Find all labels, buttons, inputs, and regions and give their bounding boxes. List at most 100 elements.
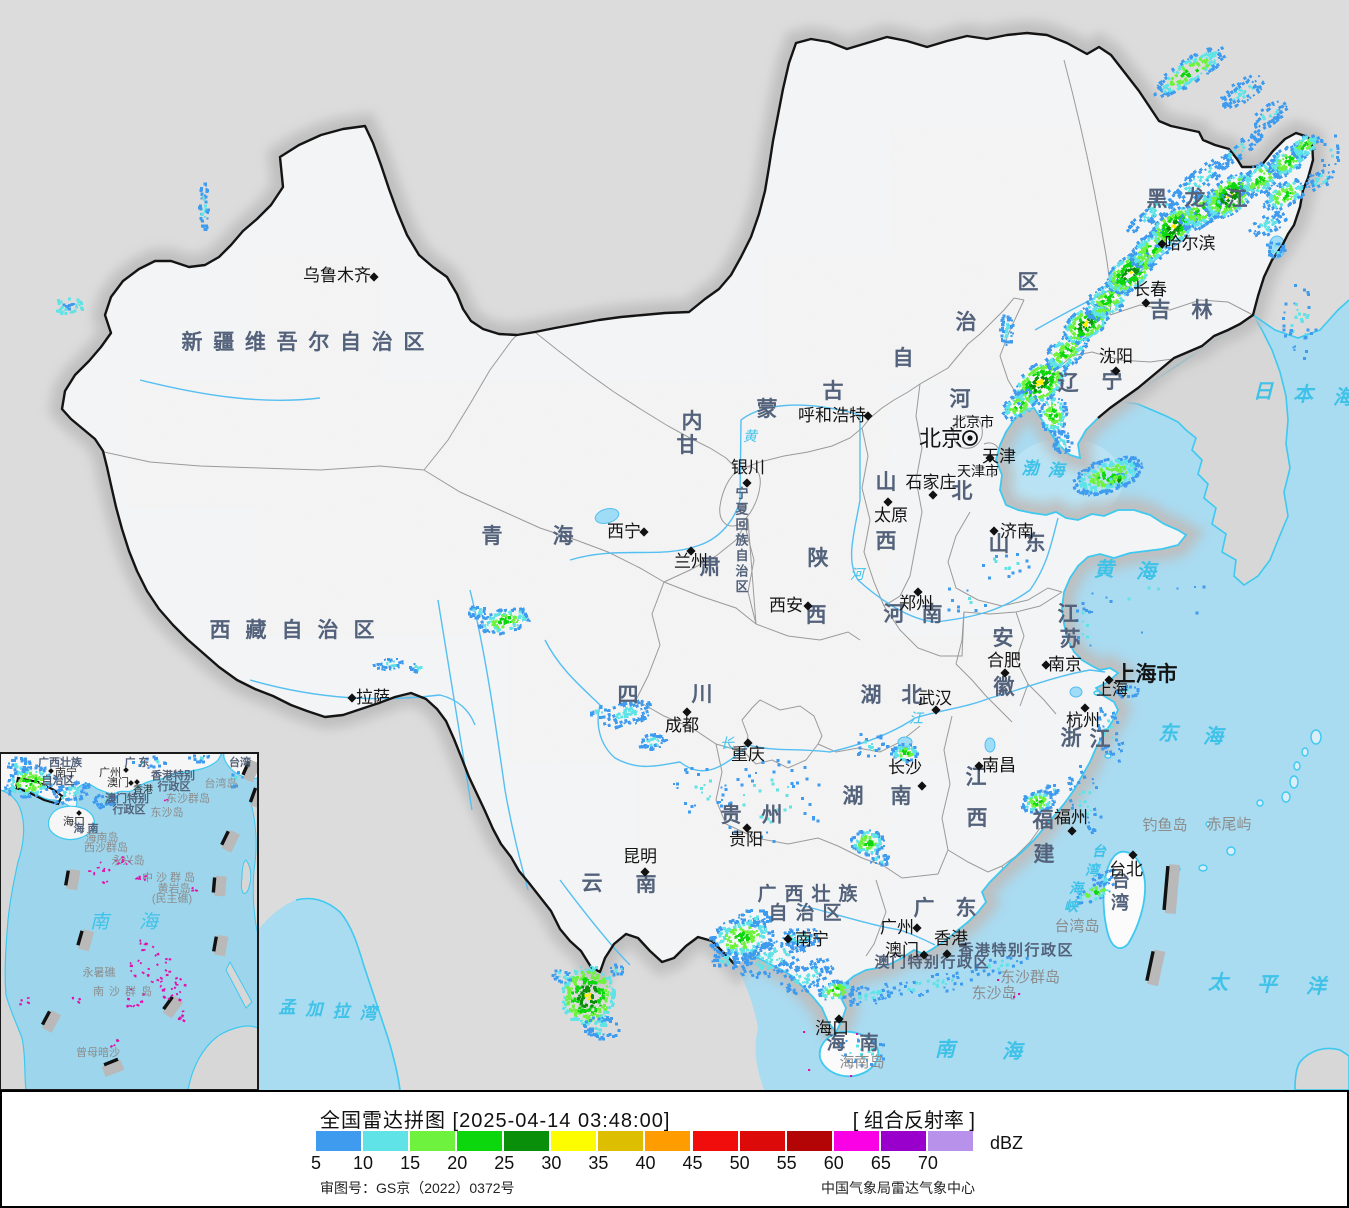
island-symbol — [167, 997, 171, 1001]
echo-cell — [1319, 134, 1340, 168]
city-marker-icon — [803, 601, 813, 611]
national-border — [60, 31, 1315, 974]
island-symbol — [96, 866, 100, 869]
province-label: 宁 — [1102, 369, 1123, 393]
echo-cell — [1253, 100, 1289, 130]
city-label: 南京 — [1048, 655, 1082, 674]
city-marker-icon — [1128, 850, 1138, 860]
city-label: 广州 — [880, 918, 914, 937]
province-label: 湖 — [843, 785, 864, 808]
echo-cell — [6, 756, 32, 773]
city-marker-icon — [834, 1014, 844, 1024]
echo-cell — [716, 758, 821, 844]
island-symbol — [113, 1044, 116, 1047]
echo-cell — [1075, 601, 1094, 647]
city-marker-icon — [76, 810, 82, 816]
province-label: 陕 — [808, 547, 829, 570]
province-label: 贵 — [721, 804, 742, 827]
dash-segment — [76, 929, 95, 952]
island-symbol — [178, 1016, 183, 1020]
island-symbol — [162, 995, 167, 1000]
city-marker-icon — [1080, 703, 1090, 713]
island-symbol — [116, 861, 121, 866]
city-marker-icon — [985, 453, 995, 463]
sea-label: 湾 — [1085, 862, 1102, 878]
city-marker-icon — [743, 738, 753, 748]
island-symbol — [128, 860, 132, 864]
inset-nine-dash-line — [40, 759, 258, 1078]
city-marker-icon — [883, 497, 893, 507]
scale-value: 20 — [447, 1153, 468, 1173]
province-label: 青 — [482, 525, 503, 548]
scale-value: 40 — [635, 1153, 656, 1173]
echo-cell — [477, 607, 531, 636]
island-symbol — [168, 958, 172, 961]
city-marker-icon — [1141, 298, 1151, 308]
inset-hainan — [47, 805, 95, 841]
island-symbol — [139, 942, 142, 945]
island-symbol — [177, 998, 182, 1002]
province-label: 夏 — [734, 502, 749, 517]
river-label: 江 — [909, 710, 925, 726]
island-symbol — [138, 875, 142, 879]
echo-cell — [1203, 171, 1257, 220]
inset-label: 澳门 — [107, 775, 129, 789]
province-label: 别 — [923, 954, 939, 971]
province-label: 族 — [735, 533, 749, 548]
province-label: 江 — [1227, 188, 1248, 211]
river-label: 长 — [720, 735, 735, 751]
province-label: 回 — [735, 517, 748, 532]
city-marker-icon — [917, 781, 927, 791]
province-label: 西 — [967, 807, 988, 830]
island-symbol — [139, 939, 142, 942]
island-symbol — [159, 980, 163, 983]
colorbar-segment — [692, 1131, 738, 1151]
province-label: 区 — [822, 903, 841, 924]
island-symbol — [1018, 993, 1021, 995]
echo-cell — [1125, 188, 1183, 234]
province-label: 四 — [618, 684, 639, 707]
island-symbol — [194, 889, 199, 893]
island-label: 台湾岛 — [1054, 918, 1099, 935]
province-label: 广 — [914, 896, 935, 920]
province-label: 治 — [735, 564, 748, 579]
province-label: 苏 — [1060, 628, 1081, 651]
province-label: 福 — [1032, 809, 1054, 832]
echo-cell — [1152, 46, 1227, 99]
island-symbol — [146, 973, 150, 978]
dash-segment — [64, 868, 81, 891]
city-label: 杭州 — [1066, 711, 1100, 730]
echo-cell — [198, 182, 210, 231]
inset-island-symbols — [19, 798, 199, 1048]
island-symbol — [19, 1003, 22, 1006]
sea-label: 渤 — [1022, 459, 1042, 478]
island-symbol — [175, 992, 179, 996]
echo-cell — [708, 917, 775, 960]
island-symbol — [182, 1019, 186, 1023]
china-radar-map: 新疆维吾尔自治区西藏自治区青 海甘肃内蒙古自治区宁夏回族自治区陕西山西河北山 东河南… — [0, 0, 1349, 1090]
island-symbol — [163, 799, 167, 802]
sea-label: 海 — [1002, 1040, 1025, 1063]
legend-panel: 全国雷达拼图 [2025-04-14 03:48:00] [ 组合反射率 ] 5… — [0, 1090, 1349, 1208]
province-label: 自 — [735, 548, 748, 563]
sea-label: 东 — [1158, 722, 1181, 745]
dash-segment — [220, 829, 240, 853]
inset-label: 台湾 — [229, 755, 251, 769]
city-label: 哈尔滨 — [1165, 234, 1216, 253]
inset-indochina — [0, 789, 27, 1090]
island-symbol — [143, 878, 147, 882]
province-label: 南 — [636, 872, 657, 896]
inset-label: 南宁 — [55, 765, 77, 779]
colorbar-segment — [457, 1131, 503, 1151]
river-label: 黄 — [743, 428, 759, 444]
island-symbol — [174, 976, 179, 980]
colorbar-segment — [410, 1131, 456, 1151]
island-label: 海南岛 — [839, 1054, 884, 1071]
island-symbol — [136, 1003, 140, 1007]
colorbar-segment — [833, 1131, 879, 1151]
island-symbol — [178, 990, 182, 994]
island-symbol — [126, 997, 130, 1001]
inset-label: 永暑礁 — [83, 965, 116, 979]
island-symbol — [174, 981, 177, 984]
